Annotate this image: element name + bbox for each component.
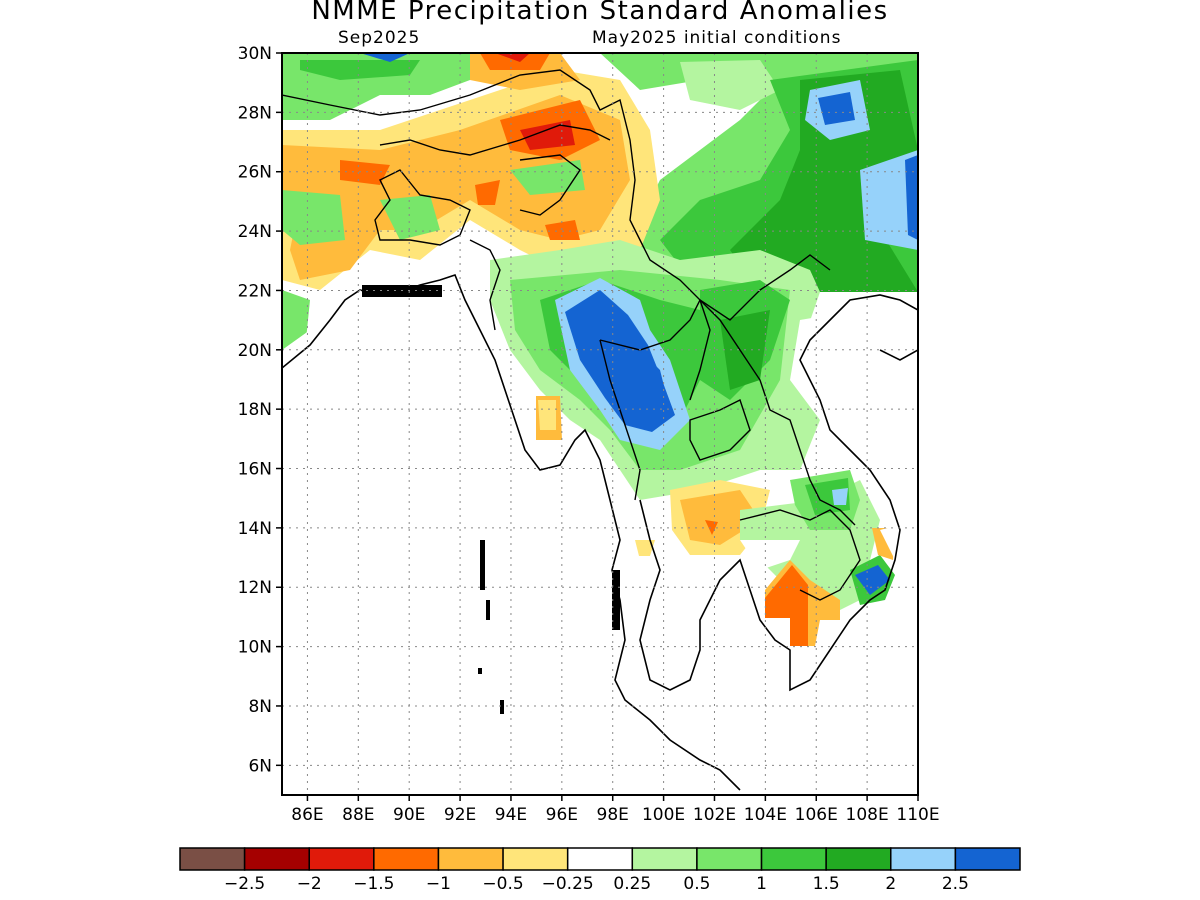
latitude-labels: 30N 28N 26N 24N 22N 20N 18N 16N 14N 12N 10N 8N 6N (238, 44, 282, 776)
colorbar-labels: −2.5 −2 −1.5 −1 −0.5 −0.25 0.25 0.5 1 1.5 2 2.5 (224, 874, 969, 894)
colorbar-swatch (890, 847, 957, 871)
longitude-label: 104E (744, 805, 787, 825)
colorbar-swatch (502, 847, 569, 871)
map-frame (281, 52, 919, 796)
colorbar-swatch (566, 847, 634, 871)
colorbar-label: 1.5 (813, 874, 840, 894)
colorbar-label: 0.5 (683, 874, 710, 894)
colorbar-label: 2.5 (942, 874, 969, 894)
latitude-label: 10N (238, 638, 272, 658)
latitude-label: 30N (238, 44, 272, 64)
longitude-label: 102E (693, 805, 736, 825)
latitude-label: 22N (238, 281, 272, 301)
colorbar-label: −2 (297, 874, 322, 894)
colorbar-label: −1.5 (353, 874, 394, 894)
colorbar-swatch (760, 847, 827, 871)
colorbar-swatch (373, 847, 440, 871)
colorbar-label: −0.25 (542, 874, 594, 894)
colorbar-label: −0.5 (482, 874, 523, 894)
latitude-label: 16N (238, 460, 272, 480)
longitude-label: 92E (444, 805, 476, 825)
colorbar-label: −2.5 (224, 874, 265, 894)
longitude-label: 88E (342, 805, 374, 825)
colorbar-swatch (243, 847, 310, 871)
colorbar-swatch (631, 847, 698, 871)
colorbar-label: 2 (885, 874, 896, 894)
latitude-label: 24N (238, 222, 272, 242)
anomaly-field (282, 53, 918, 795)
latitude-label: 14N (238, 519, 272, 539)
colorbar-label: 1 (756, 874, 767, 894)
islands (362, 285, 620, 714)
latitude-label: 26N (238, 163, 272, 183)
colorbar-label: 0.25 (613, 874, 651, 894)
colorbar-swatch (437, 847, 504, 871)
colorbar-swatch (954, 847, 1021, 871)
colorbar-swatch (696, 847, 763, 871)
longitude-labels: 86E 88E 90E 92E 94E 96E 98E 100E 102E 104E 106E 108… (291, 795, 940, 825)
longitude-label: 94E (495, 805, 527, 825)
latitude-label: 6N (248, 756, 272, 776)
latitude-label: 28N (238, 103, 272, 123)
latitude-label: 8N (248, 697, 272, 717)
map-title: NMME Precipitation Standard Anomalies (311, 0, 889, 26)
latitude-label: 20N (238, 341, 272, 361)
latitude-label: 18N (238, 400, 272, 420)
colorbar-swatch (825, 847, 892, 871)
valid-month-label: Sep2025 (338, 28, 421, 48)
longitude-label: 86E (291, 805, 323, 825)
initial-conditions-label: May2025 initial conditions (592, 28, 842, 48)
latitude-label: 12N (238, 578, 272, 598)
longitude-label: 108E (846, 805, 889, 825)
longitude-label: 110E (896, 805, 939, 825)
colorbar-swatch (308, 847, 375, 871)
longitude-label: 98E (597, 805, 629, 825)
longitude-label: 90E (393, 805, 425, 825)
colorbar-swatch (179, 847, 246, 871)
colorbar (179, 847, 1021, 871)
longitude-label: 100E (642, 805, 685, 825)
longitude-label: 96E (546, 805, 578, 825)
longitude-label: 106E (795, 805, 838, 825)
country-borders (282, 69, 861, 601)
colorbar-label: −1 (426, 874, 451, 894)
